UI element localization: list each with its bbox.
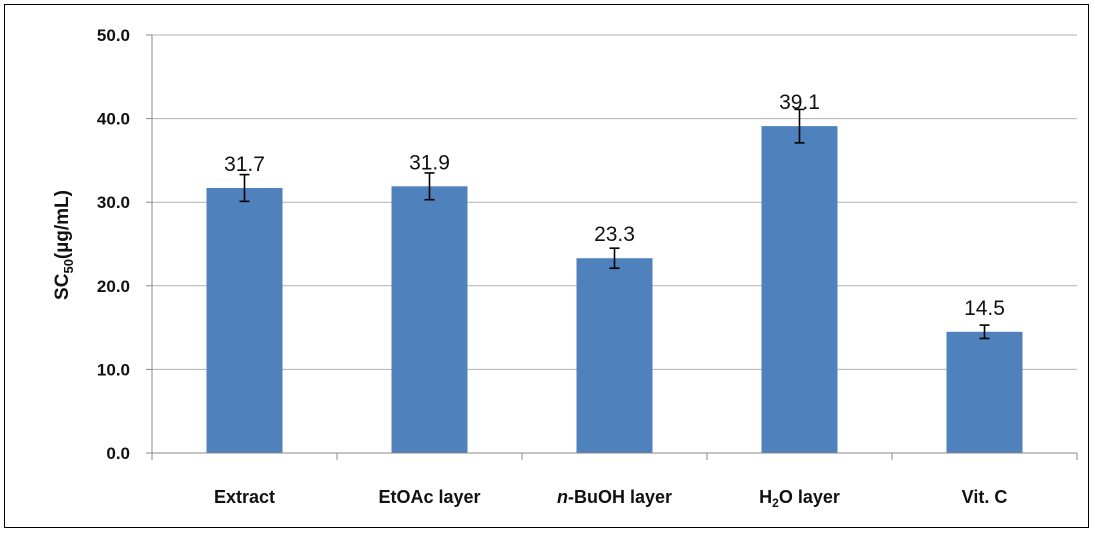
category-label-text: H [759,487,772,507]
data-label: 31.7 [224,153,265,176]
bar [206,187,283,453]
y-axis-label-main: SC [52,273,73,300]
error-bars [239,108,990,340]
data-label: 23.3 [594,223,635,246]
bar [761,126,838,454]
category-label-text: Extract [214,487,275,507]
labels: 0.0 10.0 20.0 30.0 40.0 50.0 31.7 Extract 31.9 Et… [97,26,1007,510]
category-label: EtOAc layer [378,487,480,507]
chart-frame [4,4,1089,528]
y-tick-label: 10.0 [97,360,130,379]
data-label: 31.9 [409,151,450,174]
y-tick-label: 20.0 [97,277,130,296]
category-label-suffix: O layer [779,487,840,507]
category-label-text: -BuOH layer [568,487,672,507]
category-label-italic: n [557,487,568,507]
category-label-text: EtOAc layer [378,487,480,507]
data-label: 39.1 [779,91,820,114]
bar [391,186,468,454]
category-label-subscript: 2 [772,496,779,510]
y-axis-label-unit: (µg/mL) [52,190,73,259]
y-axis-label-subscript: 50 [61,259,76,273]
y-axis-label: SC50(µg/mL) [52,190,76,300]
data-label: 14.5 [964,297,1005,320]
bar [946,331,1023,453]
category-label-text: Vit. C [962,487,1008,507]
category-label: H2O layer [759,487,840,510]
y-tick-label: 30.0 [97,193,130,212]
bars [206,126,1023,454]
category-label: n-BuOH layer [557,487,672,507]
category-label: Vit. C [962,487,1008,507]
y-tick-label: 50.0 [97,26,130,45]
y-tick-label: 40.0 [97,110,130,129]
axes [146,34,1078,460]
bar [576,258,653,453]
y-tick-label: 0.0 [106,444,130,463]
category-label: Extract [214,487,275,507]
